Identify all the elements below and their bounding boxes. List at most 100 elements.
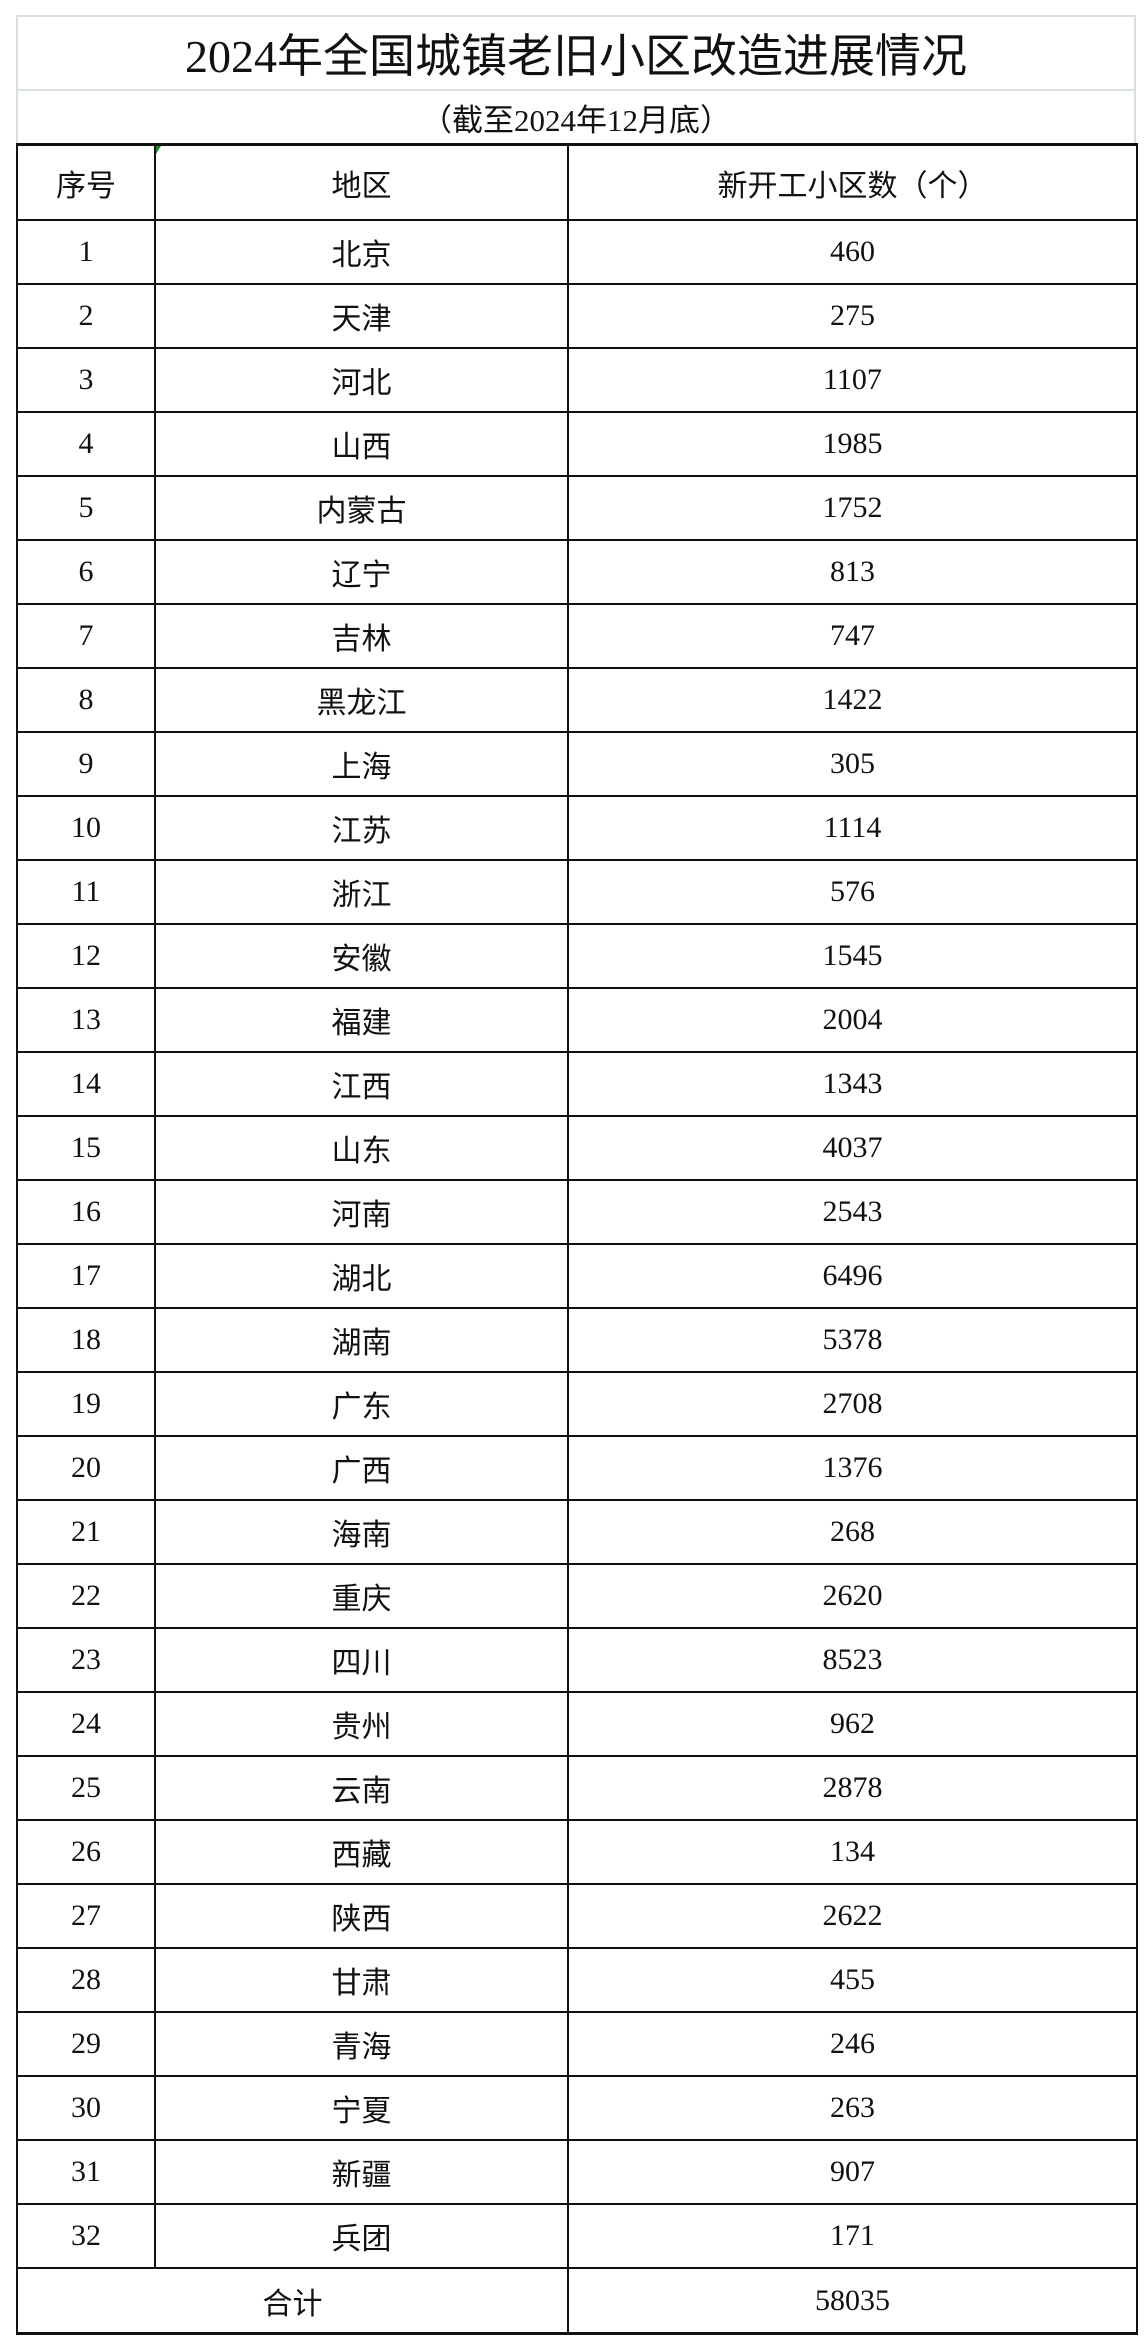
row-region: 福建 <box>154 987 569 1053</box>
table-row: 5 内蒙古 1752 <box>16 475 1138 541</box>
table-row: 15 山东 4037 <box>16 1115 1138 1181</box>
row-index: 16 <box>16 1179 156 1245</box>
row-region: 湖南 <box>154 1307 569 1373</box>
row-region: 广西 <box>154 1435 569 1501</box>
table-row: 10 江苏 1114 <box>16 795 1138 861</box>
row-region: 青海 <box>154 2011 569 2077</box>
table-row: 21 海南 268 <box>16 1499 1138 1565</box>
table-row: 7 吉林 747 <box>16 603 1138 669</box>
table-row: 20 广西 1376 <box>16 1435 1138 1501</box>
header-index: 序号 <box>16 143 156 221</box>
table-row: 25 云南 2878 <box>16 1755 1138 1821</box>
row-region: 重庆 <box>154 1563 569 1629</box>
row-index: 17 <box>16 1243 156 1309</box>
row-index: 22 <box>16 1563 156 1629</box>
row-index: 21 <box>16 1499 156 1565</box>
row-index: 28 <box>16 1947 156 2013</box>
table-row: 27 陕西 2622 <box>16 1883 1138 1949</box>
table-row: 1 北京 460 <box>16 219 1138 285</box>
row-count: 171 <box>567 2203 1138 2269</box>
row-index: 5 <box>16 475 156 541</box>
table-title: 2024年全国城镇老旧小区改造进展情况 <box>16 15 1136 91</box>
row-count: 305 <box>567 731 1138 797</box>
row-index: 31 <box>16 2139 156 2205</box>
row-index: 10 <box>16 795 156 861</box>
row-region: 广东 <box>154 1371 569 1437</box>
total-value: 58035 <box>567 2267 1138 2335</box>
table-row: 29 青海 246 <box>16 2011 1138 2077</box>
table-row: 11 浙江 576 <box>16 859 1138 925</box>
row-count: 576 <box>567 859 1138 925</box>
row-count: 1545 <box>567 923 1138 989</box>
row-index: 14 <box>16 1051 156 1117</box>
row-count: 2708 <box>567 1371 1138 1437</box>
row-region: 西藏 <box>154 1819 569 1885</box>
row-index: 3 <box>16 347 156 413</box>
row-index: 6 <box>16 539 156 605</box>
row-count: 1107 <box>567 347 1138 413</box>
table-row: 18 湖南 5378 <box>16 1307 1138 1373</box>
row-region: 安徽 <box>154 923 569 989</box>
row-region: 新疆 <box>154 2139 569 2205</box>
row-region: 上海 <box>154 731 569 797</box>
row-region: 天津 <box>154 283 569 349</box>
row-count: 1985 <box>567 411 1138 477</box>
row-index: 19 <box>16 1371 156 1437</box>
table-row: 3 河北 1107 <box>16 347 1138 413</box>
row-count: 246 <box>567 2011 1138 2077</box>
row-index: 12 <box>16 923 156 989</box>
row-count: 962 <box>567 1691 1138 1757</box>
row-count: 907 <box>567 2139 1138 2205</box>
header-row: 序号 地区 新开工小区数（个） <box>16 143 1138 221</box>
table-row: 9 上海 305 <box>16 731 1138 797</box>
table-row: 28 甘肃 455 <box>16 1947 1138 2013</box>
table-row: 31 新疆 907 <box>16 2139 1138 2205</box>
row-index: 11 <box>16 859 156 925</box>
table-row: 14 江西 1343 <box>16 1051 1138 1117</box>
table-row: 26 西藏 134 <box>16 1819 1138 1885</box>
row-index: 30 <box>16 2075 156 2141</box>
row-region: 云南 <box>154 1755 569 1821</box>
row-index: 29 <box>16 2011 156 2077</box>
row-count: 2004 <box>567 987 1138 1053</box>
table-row: 12 安徽 1545 <box>16 923 1138 989</box>
table-row: 24 贵州 962 <box>16 1691 1138 1757</box>
row-count: 268 <box>567 1499 1138 1565</box>
row-region: 海南 <box>154 1499 569 1565</box>
total-row: 合计 58035 <box>16 2267 1138 2335</box>
row-region: 陕西 <box>154 1883 569 1949</box>
table-row: 22 重庆 2620 <box>16 1563 1138 1629</box>
data-table: 序号 地区 新开工小区数（个） 1 北京 460 2 天津 275 3 河北 1107 4 山西 19… <box>16 143 1138 2335</box>
table-row: 4 山西 1985 <box>16 411 1138 477</box>
row-count: 275 <box>567 283 1138 349</box>
row-count: 2622 <box>567 1883 1138 1949</box>
row-count: 8523 <box>567 1627 1138 1693</box>
report-table-container: 2024年全国城镇老旧小区改造进展情况 （截至2024年12月底） 序号 地区 … <box>16 15 1138 2335</box>
row-region: 山西 <box>154 411 569 477</box>
row-index: 9 <box>16 731 156 797</box>
row-index: 15 <box>16 1115 156 1181</box>
row-region: 浙江 <box>154 859 569 925</box>
row-count: 2620 <box>567 1563 1138 1629</box>
table-row: 2 天津 275 <box>16 283 1138 349</box>
row-region: 河南 <box>154 1179 569 1245</box>
row-region: 兵团 <box>154 2203 569 2269</box>
row-count: 1422 <box>567 667 1138 733</box>
row-count: 4037 <box>567 1115 1138 1181</box>
table-row: 23 四川 8523 <box>16 1627 1138 1693</box>
header-region: 地区 <box>154 143 569 221</box>
row-region: 甘肃 <box>154 1947 569 2013</box>
row-index: 18 <box>16 1307 156 1373</box>
total-label: 合计 <box>16 2267 569 2335</box>
row-count: 813 <box>567 539 1138 605</box>
row-index: 24 <box>16 1691 156 1757</box>
row-count: 2878 <box>567 1755 1138 1821</box>
table-row: 19 广东 2708 <box>16 1371 1138 1437</box>
row-count: 460 <box>567 219 1138 285</box>
row-index: 20 <box>16 1435 156 1501</box>
row-region: 山东 <box>154 1115 569 1181</box>
row-index: 32 <box>16 2203 156 2269</box>
row-index: 1 <box>16 219 156 285</box>
row-count: 1343 <box>567 1051 1138 1117</box>
row-index: 7 <box>16 603 156 669</box>
